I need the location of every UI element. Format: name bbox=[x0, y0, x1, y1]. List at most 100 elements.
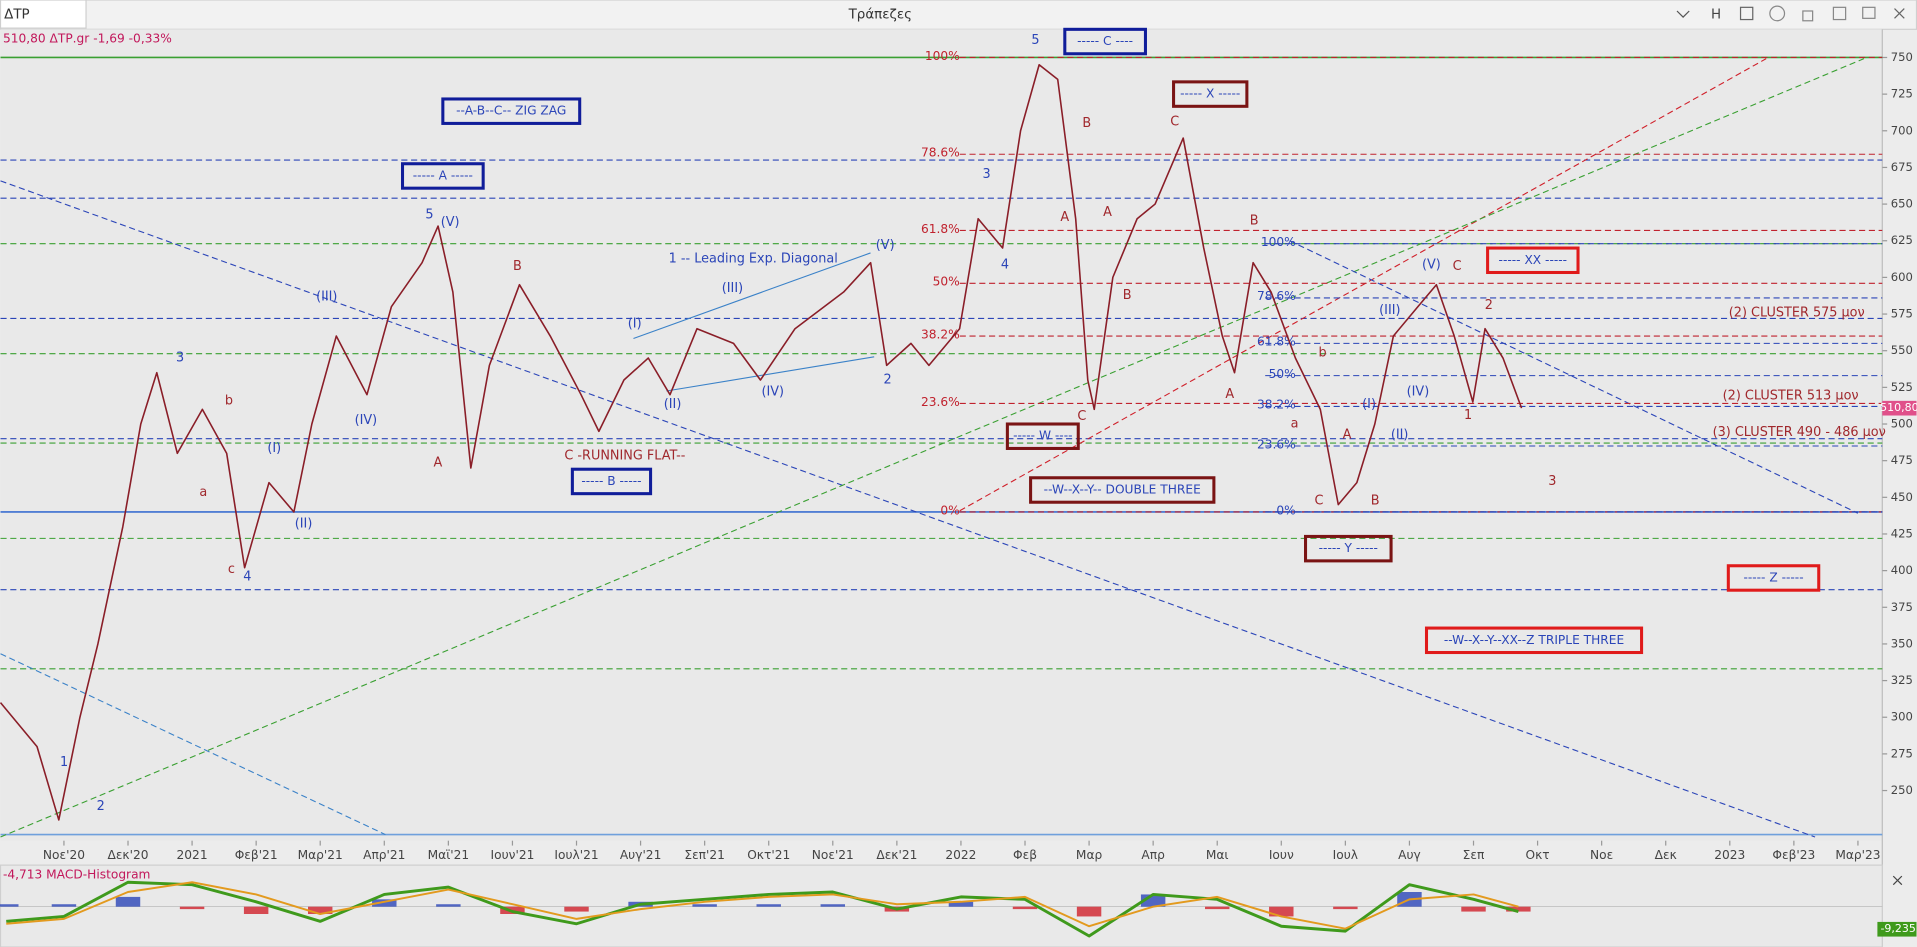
wave-label: c bbox=[228, 562, 235, 577]
histogram-bar bbox=[436, 904, 461, 907]
x-tick-label: Απρ'21 bbox=[363, 848, 405, 862]
y-tick-label: 625 bbox=[1891, 233, 1913, 247]
x-tick-label: Ιουν'21 bbox=[491, 848, 535, 862]
trend-line bbox=[0, 653, 386, 836]
dropdown-icon[interactable] bbox=[1676, 10, 1690, 18]
wave-label: A bbox=[1060, 210, 1069, 225]
x-tick-label: Φεβ'23 bbox=[1772, 848, 1815, 862]
wave-label: 2 bbox=[884, 373, 892, 388]
wave-label: (II) bbox=[664, 397, 682, 412]
x-tick-label: Σεπ bbox=[1463, 848, 1485, 862]
histogram-bar bbox=[372, 899, 397, 907]
wave-label: (V) bbox=[441, 215, 460, 230]
histogram-bar bbox=[1076, 906, 1102, 917]
histogram-bar bbox=[1205, 906, 1230, 910]
histogram-bar bbox=[820, 904, 846, 907]
wave-label: a bbox=[199, 485, 207, 500]
annotation-box bbox=[1424, 626, 1644, 655]
cluster-note: (2) CLUSTER 513 μον bbox=[1723, 388, 1859, 403]
wave-label: (I) bbox=[628, 316, 642, 331]
wave-label: C bbox=[1453, 259, 1462, 274]
x-tick-label: Μαρ bbox=[1076, 848, 1103, 862]
fib-label: 100% bbox=[925, 49, 960, 63]
fib-label: 50% bbox=[933, 275, 960, 289]
macd-close-icon[interactable] bbox=[1892, 875, 1903, 886]
wave-label: (V) bbox=[1422, 258, 1441, 273]
wave-label: (III) bbox=[316, 289, 337, 304]
y-tick-label: 475 bbox=[1891, 453, 1913, 467]
x-tick-label: Αυγ bbox=[1398, 848, 1421, 862]
copy-icon[interactable] bbox=[1832, 6, 1847, 21]
wave-label: C bbox=[1314, 493, 1323, 508]
histogram-bar bbox=[1461, 906, 1486, 912]
x-tick-label: Ιουν bbox=[1269, 848, 1294, 862]
x-tick-label: 2021 bbox=[177, 848, 208, 862]
wave-label: 1 bbox=[1464, 408, 1472, 423]
lock-icon[interactable] bbox=[1802, 10, 1814, 22]
y-tick-label: 600 bbox=[1891, 270, 1913, 284]
y-tick-label: 425 bbox=[1891, 526, 1913, 540]
fib-label: 23.6% bbox=[1257, 437, 1296, 451]
wave-label: (II) bbox=[1391, 428, 1409, 443]
y-tick-label: 400 bbox=[1891, 563, 1913, 577]
x-tick-label: Δεκ'21 bbox=[876, 848, 917, 862]
macd-value-tag bbox=[1877, 921, 1917, 937]
annotation-text: ----- A ----- bbox=[413, 168, 473, 182]
wave-label: 2 bbox=[1485, 298, 1493, 313]
link-icon[interactable] bbox=[1769, 5, 1786, 22]
layout-icon[interactable] bbox=[1739, 6, 1754, 21]
wave-label: 1 -- Leading Exp. Diagonal bbox=[669, 252, 838, 267]
annotation-text: ----- Z ----- bbox=[1743, 570, 1803, 584]
annotation-text: ----- XX ----- bbox=[1499, 253, 1568, 267]
annotation-box bbox=[1063, 27, 1147, 56]
cluster-note: (3) CLUSTER 490 - 486 μον bbox=[1713, 425, 1886, 440]
x-tick-label: Νοε'21 bbox=[812, 848, 854, 862]
wave-label: (III) bbox=[1379, 303, 1400, 318]
wave-label: (IV) bbox=[355, 413, 378, 428]
close-icon[interactable] bbox=[1894, 8, 1905, 19]
histogram-bar bbox=[1012, 906, 1038, 910]
wave-label: (IV) bbox=[761, 385, 784, 400]
trend-line bbox=[0, 58, 1865, 838]
macd-label: -4,713 MACD-Histogram bbox=[3, 867, 151, 881]
y-tick-label: 250 bbox=[1891, 783, 1913, 797]
y-tick-label: 450 bbox=[1891, 490, 1913, 504]
x-tick-label: Φεβ'21 bbox=[235, 848, 278, 862]
x-tick-label: Νοε'20 bbox=[43, 848, 85, 862]
wave-label: A bbox=[1103, 205, 1112, 220]
annotation-text: ----- C ---- bbox=[1077, 34, 1133, 48]
plot-area bbox=[0, 29, 1883, 841]
title-bar bbox=[0, 0, 1917, 30]
wave-label: 3 bbox=[176, 351, 184, 366]
histogram-bar bbox=[243, 906, 269, 915]
symbol-tab[interactable] bbox=[0, 0, 87, 29]
wave-label: 4 bbox=[1001, 258, 1009, 273]
histogram-bar bbox=[308, 906, 333, 915]
y-tick-label: 750 bbox=[1891, 50, 1913, 64]
wave-label: A bbox=[1225, 387, 1234, 402]
x-tick-label: Μαι bbox=[1206, 848, 1229, 862]
x-tick-label: Νοε bbox=[1590, 848, 1613, 862]
toolbar-button[interactable]: H bbox=[1711, 8, 1721, 23]
histogram-bar bbox=[756, 904, 781, 907]
cluster-note: (2) CLUSTER 575 μον bbox=[1729, 305, 1865, 320]
y-tick-label: 700 bbox=[1891, 123, 1913, 137]
x-tick-label: 2022 bbox=[945, 848, 976, 862]
restore-icon[interactable] bbox=[1862, 6, 1876, 19]
x-tick-label: Οκτ'21 bbox=[747, 848, 790, 862]
wave-label: (II) bbox=[295, 517, 313, 532]
wave-label: C bbox=[1170, 115, 1179, 130]
x-tick-label: Ιουλ bbox=[1333, 848, 1358, 862]
fib-label: 23.6% bbox=[921, 395, 960, 409]
histogram-bar bbox=[51, 904, 77, 907]
wave-label: B bbox=[1082, 116, 1091, 131]
y-tick-label: 300 bbox=[1891, 710, 1913, 724]
histogram-bar bbox=[1269, 906, 1294, 917]
x-tick-label: Δεκ bbox=[1655, 848, 1677, 862]
wave-label: 3 bbox=[983, 167, 991, 182]
wave-label: C -RUNNING FLAT-- bbox=[564, 448, 685, 463]
y-tick-label: 525 bbox=[1891, 380, 1913, 394]
wave-label: b bbox=[1319, 346, 1327, 361]
symbol-tab-text[interactable]: ΔΤΡ bbox=[4, 8, 30, 23]
